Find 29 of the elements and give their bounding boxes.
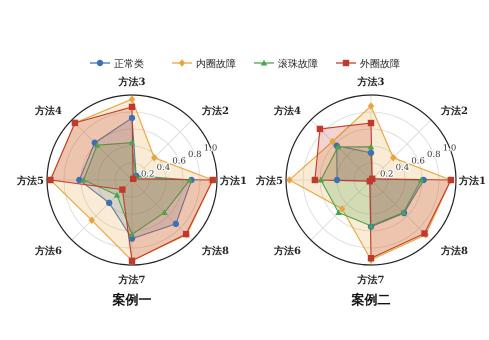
y-tick-label: 0.4 xyxy=(396,162,410,173)
text: 案例一 xyxy=(112,292,152,308)
y-tick-label: 0.8 xyxy=(188,150,202,160)
spoke-label: 方法6 xyxy=(34,245,62,258)
spoke-label: 方法8 xyxy=(201,245,230,258)
y-tick-label: 0.4 xyxy=(156,162,170,173)
spoke-label: 方法1 xyxy=(219,175,247,187)
spoke-label: 方法2 xyxy=(440,104,468,117)
y-tick-label: 0.6 xyxy=(172,156,186,166)
spoke-label: 方法7 xyxy=(356,274,385,286)
y-tick-label: 0.8 xyxy=(427,150,441,160)
spoke-label: 方法4 xyxy=(34,104,62,117)
spoke-label: 方法5 xyxy=(255,175,284,187)
spoke-label: 方法4 xyxy=(273,104,302,117)
spoke-label: 方法5 xyxy=(16,175,44,187)
spoke-label: 方法2 xyxy=(201,104,230,117)
spoke-label: 方法8 xyxy=(440,245,468,258)
legend-label: 正常类 xyxy=(114,58,144,70)
y-tick-label: 0.2 xyxy=(380,169,394,180)
spoke-label: 方法6 xyxy=(273,245,302,258)
text: 案例二 xyxy=(350,292,390,308)
spoke-label: 方法1 xyxy=(458,175,486,187)
y-tick-label: 0.6 xyxy=(411,156,425,166)
spoke-label: 方法3 xyxy=(356,76,385,88)
legend-label: 滚珠故障 xyxy=(278,58,318,70)
legend-label: 外圈故障 xyxy=(360,58,400,70)
legend-label: 内圈故障 xyxy=(196,58,236,70)
spoke-label: 方法7 xyxy=(118,274,146,286)
spoke-label: 方法3 xyxy=(118,76,146,88)
